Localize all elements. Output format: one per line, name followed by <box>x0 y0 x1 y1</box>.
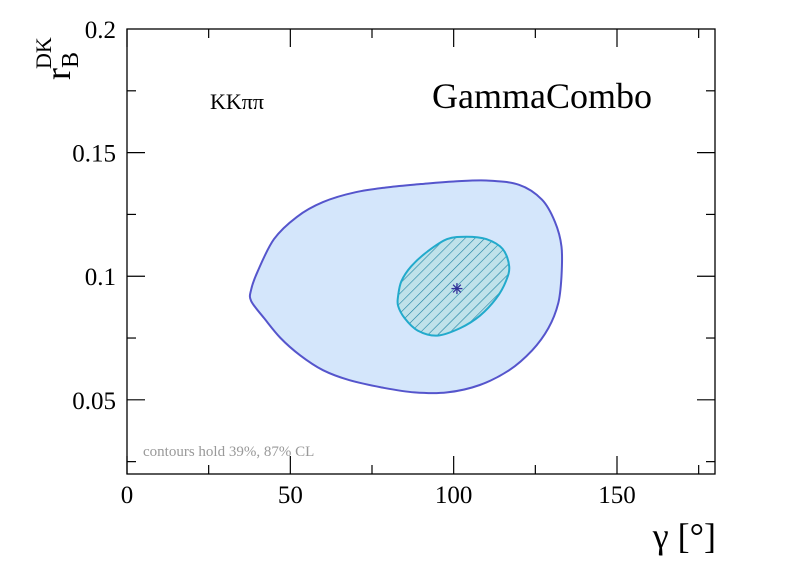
tick-labels: 0 50 100 150 0.05 0.1 0.15 0.2 <box>72 17 636 509</box>
y-axis-title: rBDK <box>31 37 84 80</box>
best-fit-marker <box>451 283 463 295</box>
y-axis-title-sup: DK <box>31 37 56 69</box>
x-tick-label: 0 <box>121 482 134 509</box>
brand-label: GammaCombo <box>432 76 652 116</box>
contour-39cl-hatch <box>397 236 510 336</box>
x-axis-title: γ [°] <box>652 516 716 556</box>
contour-87cl-line <box>248 179 564 395</box>
y-axis-title-main: r <box>38 68 78 80</box>
confidence-note: contours hold 39%, 87% CL <box>143 444 314 460</box>
plot-frame <box>126 28 716 475</box>
contour-layer <box>248 179 564 395</box>
x-tick-label: 150 <box>598 482 636 509</box>
y-tick-label: 0.1 <box>85 264 116 291</box>
channel-label: KKππ <box>210 89 264 114</box>
y-tick-label: 0.15 <box>72 141 116 168</box>
y-axis-title-sub: B <box>58 52 84 68</box>
x-tick-label: 100 <box>435 482 473 509</box>
svg-text:rBDK: rBDK <box>31 37 84 80</box>
axis-ticks <box>126 29 715 474</box>
contour-39cl-line <box>396 235 511 337</box>
y-tick-label: 0.05 <box>72 388 116 415</box>
x-tick-label: 50 <box>278 482 303 509</box>
best-fit-star-arm <box>452 284 462 293</box>
y-tick-label: 0.2 <box>85 17 116 44</box>
